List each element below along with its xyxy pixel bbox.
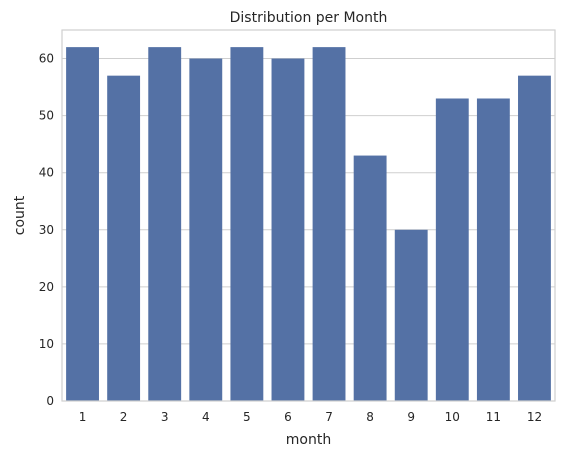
x-tick-label: 10 [445,410,460,424]
bar [189,58,223,402]
y-tick-label: 30 [39,223,54,237]
y-axis-label: count [12,195,28,235]
y-axis-ticks: 0 10 20 30 40 50 60 [39,52,54,408]
x-tick-label: 4 [202,410,210,424]
bar [476,98,510,401]
bar [107,75,141,402]
bars [66,47,551,402]
x-tick-label: 1 [79,410,87,424]
y-tick-label: 60 [39,52,54,66]
x-axis-ticks: 1 2 3 4 5 6 7 8 9 10 11 12 [79,410,542,424]
x-tick-label: 6 [284,410,292,424]
x-tick-label: 9 [407,410,415,424]
bar [271,58,305,402]
x-tick-label: 5 [243,410,251,424]
bar [66,47,99,401]
chart-title: Distribution per Month [230,10,388,26]
bar [394,229,428,401]
y-tick-label: 40 [39,166,54,180]
x-tick-label: 3 [161,410,169,424]
x-tick-label: 7 [325,410,333,424]
y-tick-label: 20 [39,280,54,294]
bar [435,98,469,401]
grid-lines [62,58,555,402]
bar [312,47,346,401]
x-tick-label: 12 [527,410,542,424]
plot-frame [61,29,556,402]
y-tick-label: 10 [39,337,54,351]
bar [148,47,182,401]
bar [518,75,551,402]
y-tick-label: 0 [46,394,54,408]
bar [353,155,387,401]
x-tick-label: 11 [486,410,501,424]
x-tick-label: 2 [120,410,128,424]
y-tick-label: 50 [39,109,54,123]
bar [230,47,264,401]
x-tick-label: 8 [366,410,374,424]
x-axis-label: month [286,432,331,448]
